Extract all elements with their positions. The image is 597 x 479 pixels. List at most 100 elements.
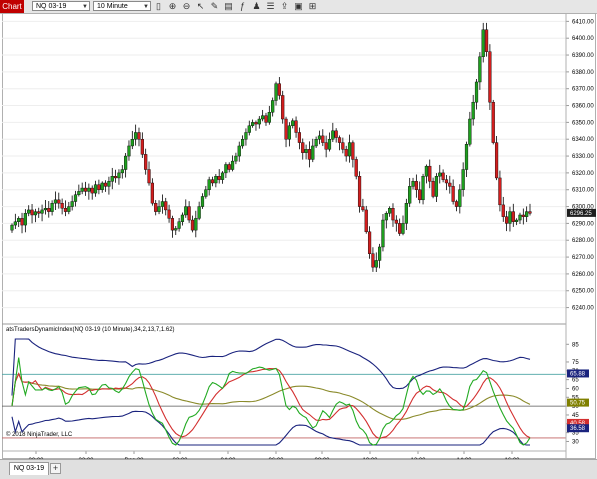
bar-style-icon[interactable]: ▯ — [156, 1, 161, 11]
indicator-tick-label: 65 — [572, 378, 579, 384]
candle-body — [311, 145, 315, 160]
tab-nq-03-19[interactable]: NQ 03-19 — [9, 462, 49, 475]
price-tick-label: 6310.00 — [572, 188, 594, 194]
price-tick-label: 6320.00 — [572, 171, 594, 177]
indicator-tick-label: 45 — [572, 413, 579, 419]
candle-body — [157, 206, 161, 212]
candle-body — [448, 182, 452, 187]
candle-body — [37, 211, 41, 214]
time-tick-label: 14:00 — [456, 458, 472, 459]
candle-body — [234, 155, 238, 162]
candle-body — [200, 196, 205, 207]
candle-body — [364, 209, 368, 233]
candle-body — [53, 199, 58, 204]
interval-selector[interactable]: 10 Minute ▼ — [93, 1, 151, 11]
candle-body — [281, 95, 285, 120]
indicator-tick-label: 55 — [572, 395, 579, 401]
candle-body — [274, 83, 278, 101]
indicator-label: atsTradersDynamicIndex(NQ 03-19 (10 Minu… — [6, 327, 175, 333]
chart-trader-icon[interactable]: ☰ — [266, 1, 275, 11]
candle-body — [63, 208, 68, 212]
candle-body — [97, 184, 101, 190]
candle-body — [134, 132, 138, 140]
candle-body — [458, 189, 462, 207]
indicator-value-tag — [567, 398, 589, 407]
candle-body — [428, 165, 432, 182]
zoom-icon[interactable]: ⊕ — [168, 1, 177, 11]
candle-body — [434, 176, 439, 197]
candle-body — [474, 81, 479, 103]
candle-body — [481, 29, 485, 57]
snapshot-icon[interactable]: ▣ — [294, 1, 303, 11]
candle-body — [381, 219, 385, 248]
time-tick-label: 16:00 — [504, 458, 520, 459]
candle-body — [190, 219, 195, 231]
candle-body — [297, 132, 302, 143]
time-tick-label: Dec 28 — [124, 458, 144, 459]
candle-body — [277, 83, 281, 96]
last-price-tag — [567, 208, 596, 217]
candle-body — [140, 139, 144, 155]
drawing-tools-icon[interactable]: ✎ — [210, 1, 219, 11]
candle-body — [408, 186, 412, 204]
candle-body — [261, 115, 265, 120]
candle-body — [401, 223, 405, 234]
candle-body — [17, 218, 21, 222]
candle-body — [220, 172, 225, 180]
candle-body — [197, 206, 201, 219]
rsi-price-line — [11, 357, 531, 446]
candle-body — [444, 179, 449, 184]
candle-body — [374, 260, 378, 268]
zoom-out-icon[interactable]: ⊖ — [182, 1, 191, 11]
candle-body — [167, 209, 171, 219]
candle-body — [498, 177, 502, 206]
properties-icon[interactable]: ▤ — [224, 1, 233, 11]
candle-body — [33, 211, 37, 216]
candle-body — [137, 132, 141, 140]
candle-body — [124, 155, 128, 170]
share-icon[interactable]: ⇪ — [280, 1, 289, 11]
price-tick-label: 6270.00 — [572, 255, 594, 261]
last-price-label: 6296.25 — [570, 211, 592, 217]
candle-body — [147, 169, 151, 184]
indicator-tick-label: 50 — [572, 404, 579, 410]
copyright-text: © 2018 NinjaTrader, LLC — [6, 431, 73, 438]
cursor-icon[interactable]: ↖ — [196, 1, 205, 11]
candle-body — [344, 149, 348, 157]
lower-band-line — [11, 410, 530, 446]
price-tick-label: 6360.00 — [572, 104, 594, 110]
candle-body — [461, 169, 465, 190]
instrument-selector[interactable]: NQ 03-19 ▼ — [32, 1, 90, 11]
candle-body — [418, 189, 422, 201]
candle-body — [351, 142, 355, 160]
chevron-down-icon: ▼ — [82, 4, 88, 10]
candle-body — [73, 194, 78, 202]
candle-body — [180, 214, 185, 222]
candle-body — [210, 179, 215, 184]
add-tab-button[interactable]: + — [50, 463, 61, 474]
indicators-icon[interactable]: ƒ — [239, 1, 245, 11]
candle-body — [284, 118, 288, 140]
candle-body — [451, 186, 455, 202]
candle-body — [367, 231, 372, 254]
candle-body — [107, 181, 111, 187]
candle-body — [314, 139, 318, 147]
candle-body — [177, 221, 181, 229]
candle-body — [321, 135, 325, 143]
candle-body — [130, 139, 134, 147]
time-tick-label: 22:00 — [78, 458, 94, 459]
indicator-panel: 857570656055504540353065.8850.7540.5836.… — [2, 338, 589, 446]
candle-body — [515, 219, 519, 222]
strategies-icon[interactable]: ♟ — [252, 1, 261, 11]
candle-body — [160, 201, 164, 207]
chart-canvas[interactable]: 6410.00 6400.00 6390.00 6380.00 6370.00 6360.… — [0, 13, 597, 459]
indicator-value-tag — [567, 418, 589, 427]
indicator-tick-label: 75 — [572, 360, 579, 366]
candle-body — [227, 164, 231, 170]
price-axis: 6410.00 6400.00 6390.00 6380.00 6370.00 6360.… — [566, 19, 596, 312]
price-tick-label: 6380.00 — [572, 70, 594, 76]
candle-body — [43, 208, 48, 211]
market-base-line — [11, 372, 531, 420]
attach-icon[interactable]: ⊞ — [308, 1, 317, 11]
candle-body — [384, 213, 388, 221]
